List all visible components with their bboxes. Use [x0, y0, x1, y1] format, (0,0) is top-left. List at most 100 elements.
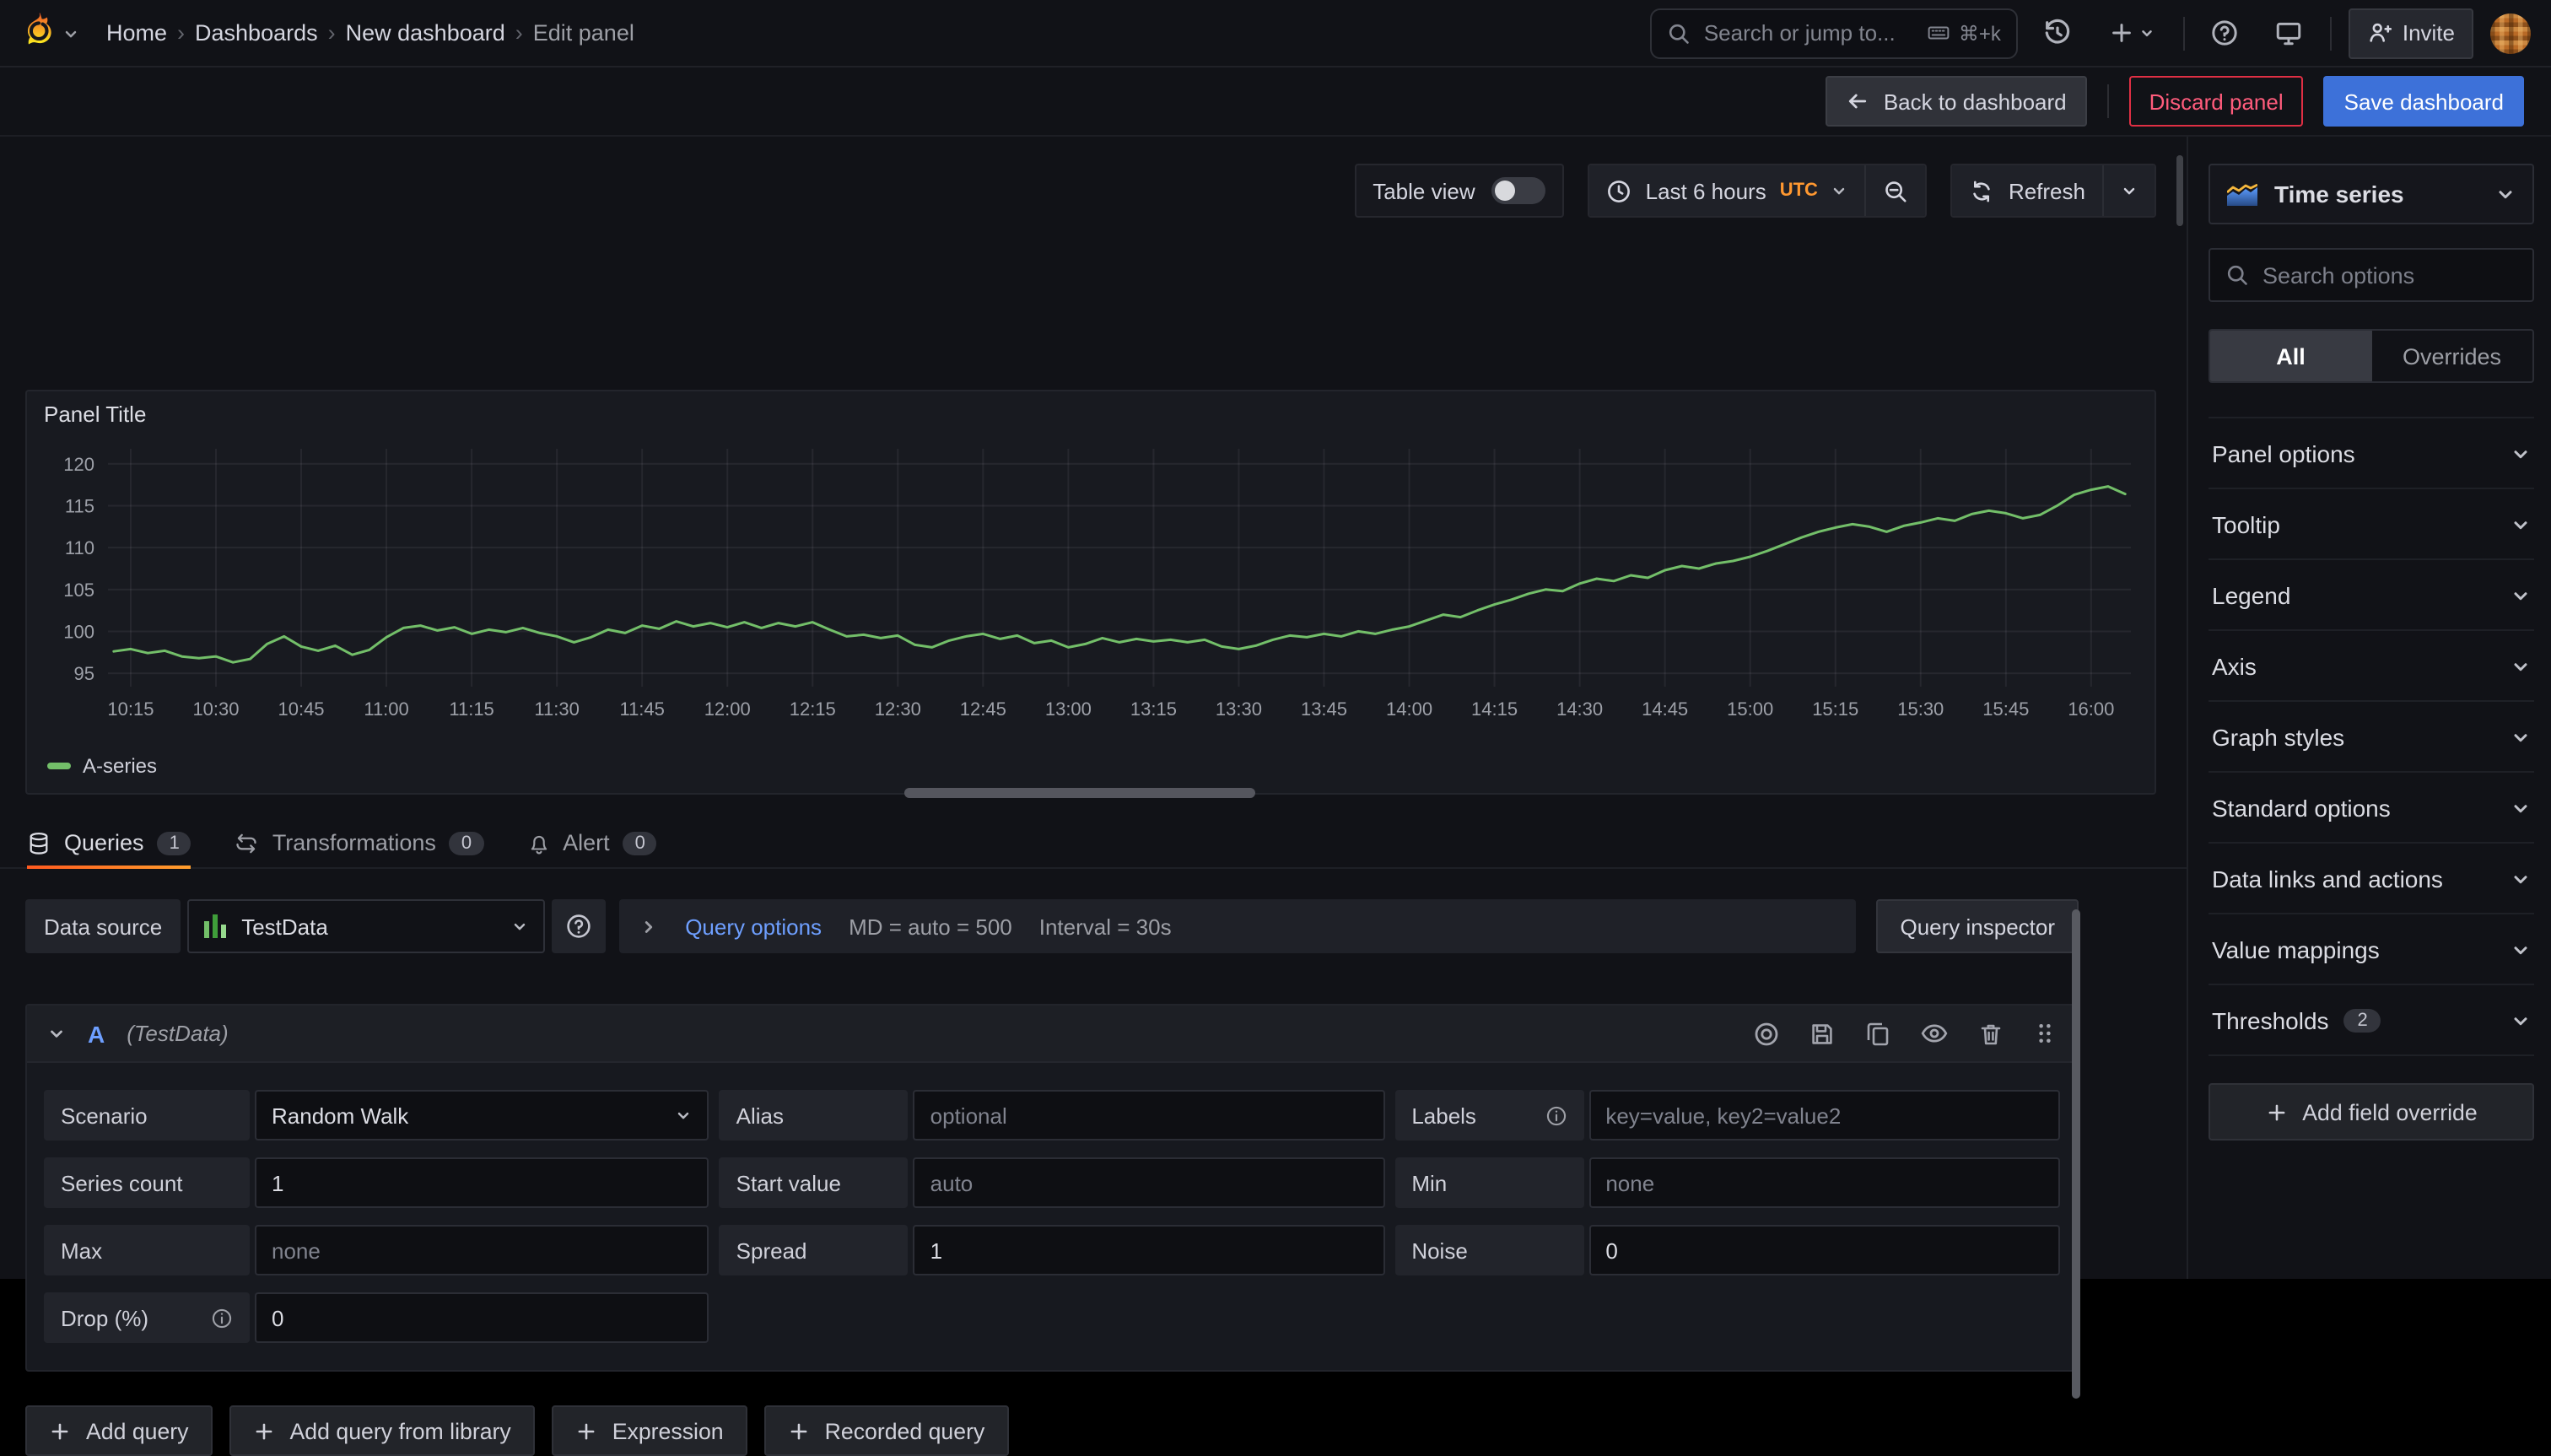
- refresh-interval-dropdown[interactable]: [2102, 165, 2155, 216]
- grafana-edit-panel-page: Home › Dashboards › New dashboard › Edit…: [0, 0, 2551, 1279]
- add-field-override-button[interactable]: Add field override: [2209, 1083, 2534, 1141]
- query-options-label[interactable]: Query options: [685, 914, 822, 939]
- global-search[interactable]: ⌘+k: [1650, 8, 2018, 58]
- search-input[interactable]: [1704, 20, 1912, 46]
- drop-percent-input[interactable]: [255, 1292, 709, 1343]
- svg-text:13:00: 13:00: [1045, 698, 1092, 720]
- breadcrumb-dashboards[interactable]: Dashboards: [195, 20, 318, 46]
- breadcrumb-home[interactable]: Home: [106, 20, 167, 46]
- refresh-icon: [1970, 178, 1995, 203]
- options-section-value-mappings[interactable]: Value mappings: [2209, 914, 2534, 985]
- options-search-input[interactable]: [2262, 262, 2517, 288]
- chevron-down-icon: [2511, 585, 2531, 605]
- query-inspector-button[interactable]: Query inspector: [1876, 899, 2079, 953]
- query-options-bar[interactable]: Query options MD = auto = 500 Interval =…: [619, 899, 1856, 953]
- legend-series-label[interactable]: A-series: [83, 754, 157, 778]
- chevron-down-icon[interactable]: [47, 1024, 66, 1043]
- timeseries-viz-icon: [2227, 183, 2257, 205]
- testdata-icon: [204, 914, 228, 938]
- filter-overrides[interactable]: Overrides: [2371, 331, 2532, 381]
- add-query-button[interactable]: Add query: [25, 1405, 213, 1456]
- grafana-logo-icon: [20, 12, 57, 54]
- table-view-toggle[interactable]: [1492, 177, 1546, 204]
- spread-input[interactable]: [914, 1225, 1385, 1275]
- options-section-tooltip[interactable]: Tooltip: [2209, 489, 2534, 560]
- options-section-data-links-and-actions[interactable]: Data links and actions: [2209, 844, 2534, 914]
- delete-query-icon[interactable]: [1977, 1020, 2004, 1047]
- panel-title[interactable]: Panel Title: [44, 402, 146, 427]
- svg-text:95: 95: [74, 663, 94, 684]
- svg-text:100: 100: [63, 621, 94, 642]
- discard-panel-button[interactable]: Discard panel: [2129, 76, 2304, 127]
- timeseries-chart[interactable]: 10:1510:3010:4511:0011:1511:3011:4512:00…: [37, 435, 2141, 732]
- tab-alert[interactable]: Alert 0: [527, 818, 657, 867]
- start-value-input[interactable]: [914, 1157, 1385, 1208]
- query-header[interactable]: A (TestData): [27, 1006, 2077, 1063]
- add-recorded-query-button[interactable]: Recorded query: [764, 1405, 1009, 1456]
- nav-divider: [2183, 16, 2185, 50]
- noise-input[interactable]: [1588, 1225, 2060, 1275]
- series-count-input[interactable]: [255, 1157, 709, 1208]
- options-section-legend[interactable]: Legend: [2209, 560, 2534, 631]
- svg-text:12:00: 12:00: [704, 698, 751, 720]
- queries-section: Data source TestData: [25, 899, 2079, 1456]
- news-monitor-button[interactable]: [2266, 9, 2313, 57]
- labels-input[interactable]: [1588, 1090, 2060, 1141]
- options-section-standard-options[interactable]: Standard options: [2209, 773, 2534, 844]
- svg-text:11:45: 11:45: [619, 698, 664, 720]
- breadcrumb-separator: ›: [328, 20, 336, 46]
- drop-percent-label: Drop (%): [44, 1292, 250, 1343]
- options-section-axis[interactable]: Axis: [2209, 631, 2534, 702]
- min-input[interactable]: [1588, 1157, 2060, 1208]
- options-search[interactable]: [2209, 248, 2534, 302]
- datasource-label: Data source: [25, 899, 181, 953]
- svg-text:14:15: 14:15: [1471, 698, 1518, 720]
- max-input[interactable]: [255, 1225, 709, 1275]
- invite-button[interactable]: Invite: [2349, 8, 2473, 58]
- options-section-thresholds[interactable]: Thresholds 2: [2209, 985, 2534, 1056]
- horizontal-scrollbar[interactable]: [904, 788, 1255, 798]
- help-button[interactable]: [2202, 9, 2249, 57]
- datasource-help-button[interactable]: [552, 899, 606, 953]
- filter-all[interactable]: All: [2210, 331, 2371, 381]
- toggle-visibility-icon[interactable]: [1920, 1019, 1949, 1048]
- svg-text:14:30: 14:30: [1556, 698, 1603, 720]
- options-section-panel-options[interactable]: Panel options: [2209, 418, 2534, 489]
- user-avatar[interactable]: [2490, 13, 2531, 53]
- refresh-button[interactable]: Refresh: [1953, 165, 2102, 216]
- record-query-icon[interactable]: [1753, 1020, 1780, 1047]
- visualization-picker[interactable]: Time series: [2209, 164, 2534, 224]
- panel-toolbar: Table view Last 6 hours UTC: [1354, 164, 2156, 218]
- table-view-control: Table view: [1354, 164, 1564, 218]
- info-icon[interactable]: [211, 1307, 233, 1329]
- duplicate-query-icon[interactable]: [1864, 1020, 1891, 1047]
- add-new-button[interactable]: [2099, 9, 2166, 57]
- datasource-picker[interactable]: TestData: [187, 899, 545, 953]
- add-query-from-library-button[interactable]: Add query from library: [229, 1405, 535, 1456]
- labels-label: Labels: [1394, 1090, 1583, 1141]
- info-icon[interactable]: [1545, 1104, 1567, 1126]
- back-to-dashboard-button[interactable]: Back to dashboard: [1826, 76, 2087, 127]
- editor-pane-scrollbar[interactable]: [2176, 155, 2183, 226]
- drag-handle-icon[interactable]: [2033, 1021, 2057, 1046]
- queries-vertical-scrollbar[interactable]: [2072, 909, 2080, 1399]
- arrow-left-icon: [1847, 89, 1870, 113]
- panel-options-sidebar: Time series All Overrides Panel options …: [2188, 137, 2551, 1279]
- svg-text:13:30: 13:30: [1216, 698, 1262, 720]
- zoom-out-button[interactable]: [1865, 165, 1926, 216]
- panel-preview: Panel Title 10:1510:3010:4511:0011:1511:…: [25, 390, 2156, 795]
- scenario-label: Scenario: [44, 1090, 250, 1141]
- scenario-select[interactable]: Random Walk: [255, 1090, 709, 1141]
- time-range-picker[interactable]: Last 6 hours UTC: [1590, 165, 1865, 216]
- save-query-icon[interactable]: [1809, 1020, 1836, 1047]
- alias-input[interactable]: [914, 1090, 1385, 1141]
- options-section-graph-styles[interactable]: Graph styles: [2209, 702, 2534, 773]
- save-dashboard-button[interactable]: Save dashboard: [2324, 76, 2524, 127]
- search-icon: [1667, 21, 1691, 45]
- org-switcher[interactable]: [20, 12, 79, 54]
- tab-queries[interactable]: Queries 1: [27, 818, 191, 867]
- add-expression-button[interactable]: Expression: [552, 1405, 747, 1456]
- breadcrumb-new-dashboard[interactable]: New dashboard: [346, 20, 505, 46]
- history-button[interactable]: [2035, 9, 2082, 57]
- tab-transformations[interactable]: Transformations 0: [235, 818, 483, 867]
